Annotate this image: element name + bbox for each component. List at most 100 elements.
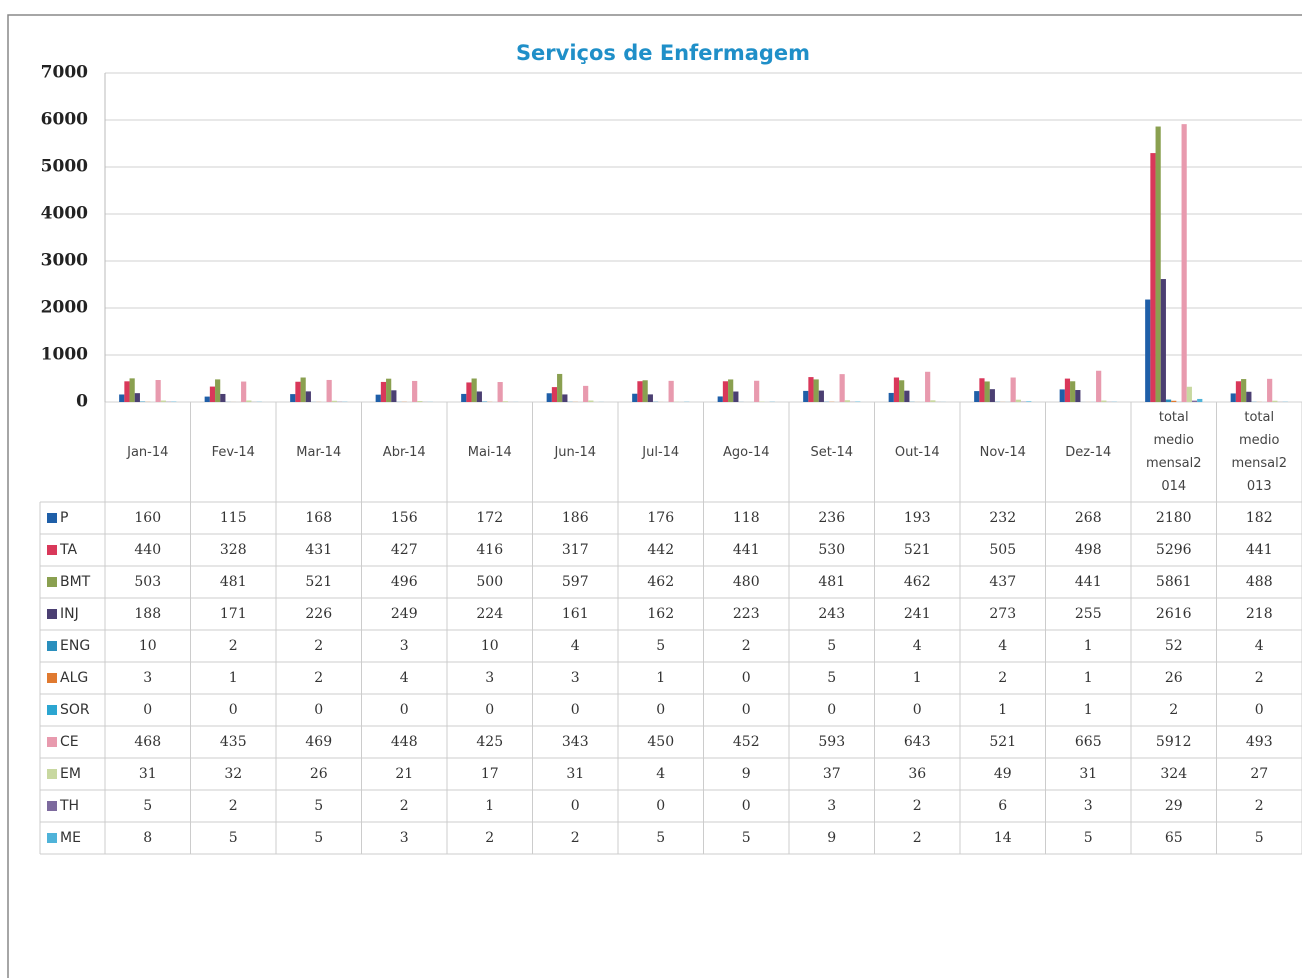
x-tick-label-wrap: Dez-14 [1046,404,1132,500]
x-tick-label: Jun-14 [554,444,597,460]
table-value: 0 [314,702,323,718]
y-tick-label: 6000 [41,110,88,130]
chart-title: Serviços de Enfermagem [516,41,810,65]
bar [1197,398,1203,402]
table-value: 36 [908,766,926,782]
table-value: 593 [818,734,845,750]
x-tick-label: Fev-14 [211,444,255,460]
bar [546,393,552,402]
x-tick-label: Dez-14 [1065,444,1112,460]
bar [1155,126,1161,403]
table-value: 0 [485,702,494,718]
table-value: 8 [143,830,152,846]
bar [1026,401,1032,402]
y-tick-label: 3000 [41,251,88,271]
table-value: 441 [733,542,760,558]
table-value: 0 [827,702,836,718]
table-value: 2180 [1156,510,1192,526]
table-value: 1 [229,670,238,686]
table-value: 5 [827,670,836,686]
table-value: 5 [1084,830,1093,846]
table-value: 3 [400,638,409,654]
bar [471,378,477,402]
table-value: 4 [913,638,922,654]
table-value: 31 [1079,766,1097,782]
table-value: 0 [400,702,409,718]
bar [888,392,894,402]
table-value: 65 [1165,830,1183,846]
table-value: 4 [400,670,409,686]
x-tick-label: total medio mensal2013 [1231,410,1288,494]
bar [305,391,311,402]
x-tick-label: Set-14 [810,444,854,460]
bar [1267,378,1273,402]
table-value: 468 [134,734,161,750]
table-value: 17 [481,766,499,782]
table-value: 182 [1246,510,1273,526]
table-value: 2 [1255,798,1264,814]
table-value: 448 [391,734,418,750]
bar [562,394,568,402]
bar [668,380,674,402]
table-value: 31 [139,766,157,782]
table-value: 2 [229,798,238,814]
table-value: 162 [647,606,674,622]
legend-label: TA [59,542,77,558]
bar [375,394,381,402]
table-value: 431 [305,542,332,558]
table-value: 530 [818,542,845,558]
bar [1059,389,1065,402]
table-value: 0 [656,702,665,718]
table-value: 416 [476,542,503,558]
table-value: 29 [1165,798,1183,814]
table-value: 505 [989,542,1016,558]
table-value: 441 [1246,542,1273,558]
x-tick-label-wrap: Abr-14 [362,404,448,500]
x-tick-label-wrap: Fev-14 [191,404,277,500]
table-value: 503 [134,574,161,590]
bar [1101,400,1107,402]
table-value: 226 [305,606,332,622]
table-value: 1 [1084,670,1093,686]
table-value: 5912 [1156,734,1192,750]
table-value: 236 [818,510,845,526]
x-tick-label-wrap: Ago-14 [704,404,790,500]
table-value: 1 [998,702,1007,718]
table-value: 6 [998,798,1007,814]
table-value: 5 [742,830,751,846]
bar [583,385,589,402]
table-value: 328 [220,542,247,558]
table-value: 521 [989,734,1016,750]
table-value: 27 [1250,766,1268,782]
table-value: 0 [742,702,751,718]
bar [1015,399,1021,402]
y-tick-label: 2000 [41,298,88,318]
table-value: 171 [220,606,247,622]
bar [839,374,845,402]
table-value: 1 [485,798,494,814]
table-value: 317 [562,542,589,558]
x-tick-label-box: Abr-14 [362,404,448,500]
bar [160,400,166,402]
bar [497,382,503,402]
bar [557,373,563,402]
legend-swatch [47,641,57,651]
bar [1010,377,1016,402]
bar [1241,379,1247,402]
bar [1272,400,1278,402]
x-tick-label: Abr-14 [382,444,426,460]
table-value: 10 [481,638,499,654]
table-value: 5 [229,830,238,846]
table-value: 26 [1165,670,1183,686]
x-tick-label-box: Out-14 [875,404,961,500]
table-value: 161 [562,606,589,622]
table-value: 37 [823,766,841,782]
x-tick-label: Jul-14 [642,444,680,460]
x-tick-label-wrap: Jul-14 [618,404,704,500]
y-tick-label: 5000 [41,157,88,177]
table-value: 5 [656,830,665,846]
legend-swatch [47,801,57,811]
x-tick-label-wrap: Out-14 [875,404,961,500]
y-tick-label: 1000 [41,345,88,365]
table-value: 488 [1246,574,1273,590]
